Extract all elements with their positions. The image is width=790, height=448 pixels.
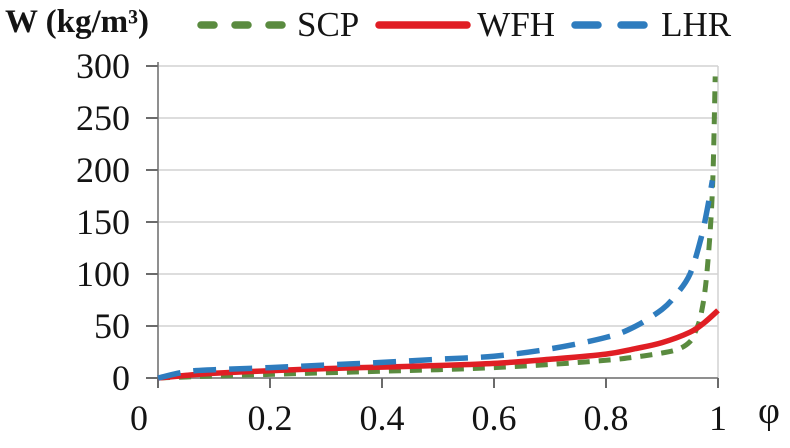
x-tick-label: 0.8 [584, 398, 629, 438]
scp-dashed-line-swatch [197, 21, 291, 29]
y-tick-label: 250 [76, 98, 130, 138]
legend-label-wfh: WFH [477, 5, 556, 44]
lhr-dashed-line-swatch [571, 21, 655, 29]
x-tick-label: 0.4 [360, 398, 405, 438]
y-tick-label: 200 [76, 150, 130, 190]
legend-label-scp: SCP [297, 5, 360, 44]
y-tick-label: 300 [76, 46, 130, 86]
legend-label-lhr: LHR [661, 5, 732, 44]
legend-item-scp: SCP [196, 6, 359, 44]
series-curve-scp [157, 76, 718, 381]
legend-item-lhr: LHR [570, 6, 731, 44]
x-tick-label: 0.2 [248, 398, 293, 438]
x-tick-label: 0 [130, 398, 148, 438]
y-tick-label: 0 [112, 358, 130, 398]
y-axis-title: W (kg/m³) [5, 4, 150, 40]
y-tick-label: 150 [76, 202, 130, 242]
y-tick-label: 100 [76, 254, 130, 294]
series-curve-wfh [157, 308, 720, 381]
x-tick-label: 1 [709, 398, 727, 438]
x-tick-label: 0.6 [472, 398, 517, 438]
y-tick-label: 50 [94, 306, 130, 346]
legend-item-wfh: WFH [374, 6, 555, 44]
legend: SCP WFH LHR [196, 6, 731, 44]
wfh-solid-line-swatch [375, 21, 472, 29]
x-axis-symbol: φ [758, 390, 780, 432]
